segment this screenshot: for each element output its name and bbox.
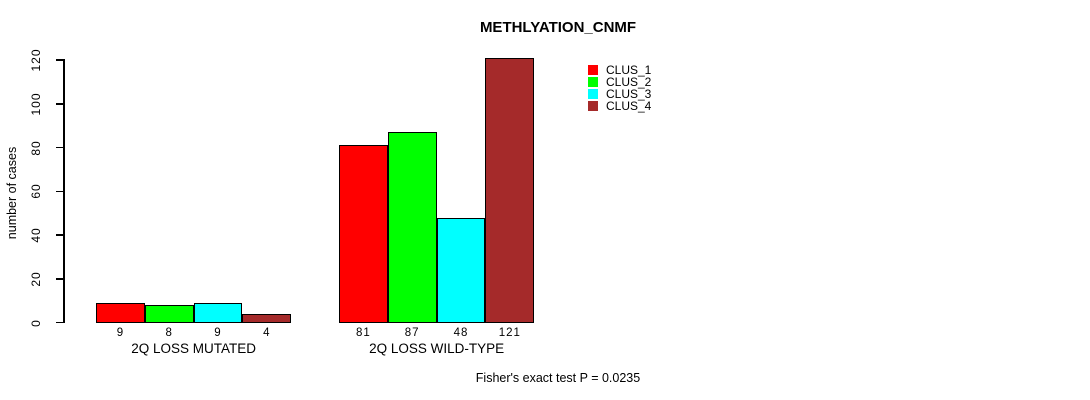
legend-item: CLUS_3 [588, 86, 652, 101]
bar [144, 305, 194, 323]
legend: CLUS_1 CLUS_2 CLUS_3 CLUS_4 [588, 62, 652, 113]
legend-swatch [588, 88, 598, 99]
y-axis-tick [56, 103, 63, 105]
legend-item: CLUS_2 [588, 74, 652, 89]
y-axis-tick [56, 321, 63, 324]
y-axis-label: number of cases [5, 146, 19, 240]
legend-label: CLUS_2 [606, 74, 652, 89]
bar-value-label: 8 [165, 327, 173, 339]
bar-value-label: 81 [355, 327, 371, 339]
legend-swatch [588, 64, 598, 75]
annotation-text: Fisher's exact test P = 0.0235 [475, 371, 641, 385]
bar [96, 302, 145, 323]
bar [193, 302, 243, 323]
legend-label: CLUS_1 [606, 62, 652, 77]
chart-title: METHLYATION_CNMF [479, 19, 637, 36]
x-category-label: 2Q LOSS MUTATED [131, 341, 256, 356]
y-axis-tick-label: 60 [29, 183, 43, 199]
bar [485, 57, 535, 323]
legend-label: CLUS_3 [606, 86, 652, 101]
bar [339, 145, 388, 323]
bar [436, 217, 486, 323]
y-axis-tick-label: 40 [29, 227, 43, 243]
y-axis-tick [56, 234, 63, 236]
y-axis-tick [56, 59, 63, 61]
bar-value-label: 48 [453, 327, 469, 339]
x-category-label: 2Q LOSS WILD-TYPE [369, 341, 505, 356]
y-axis-tick-label: 120 [29, 48, 43, 72]
legend-item: CLUS_1 [588, 62, 652, 77]
y-axis-tick-label: 80 [29, 139, 43, 156]
legend-swatch [588, 100, 598, 111]
bar [242, 313, 292, 323]
bar-value-label: 9 [116, 327, 125, 339]
y-axis-tick-label: 20 [29, 271, 43, 287]
y-axis-tick [56, 146, 63, 149]
bar-value-label: 4 [263, 327, 271, 339]
bar-value-label: 121 [498, 327, 521, 339]
legend-swatch [588, 76, 598, 87]
y-axis-tick-label: 0 [29, 318, 43, 327]
legend-item: CLUS_4 [588, 98, 652, 113]
legend-label: CLUS_4 [606, 98, 652, 113]
bar [387, 132, 437, 323]
bar-value-label: 87 [404, 327, 420, 339]
y-axis-line [63, 59, 65, 324]
bar-value-label: 9 [214, 327, 222, 339]
y-axis-tick [56, 190, 63, 192]
y-axis-tick-label: 100 [29, 92, 43, 116]
y-axis-tick [56, 278, 63, 280]
